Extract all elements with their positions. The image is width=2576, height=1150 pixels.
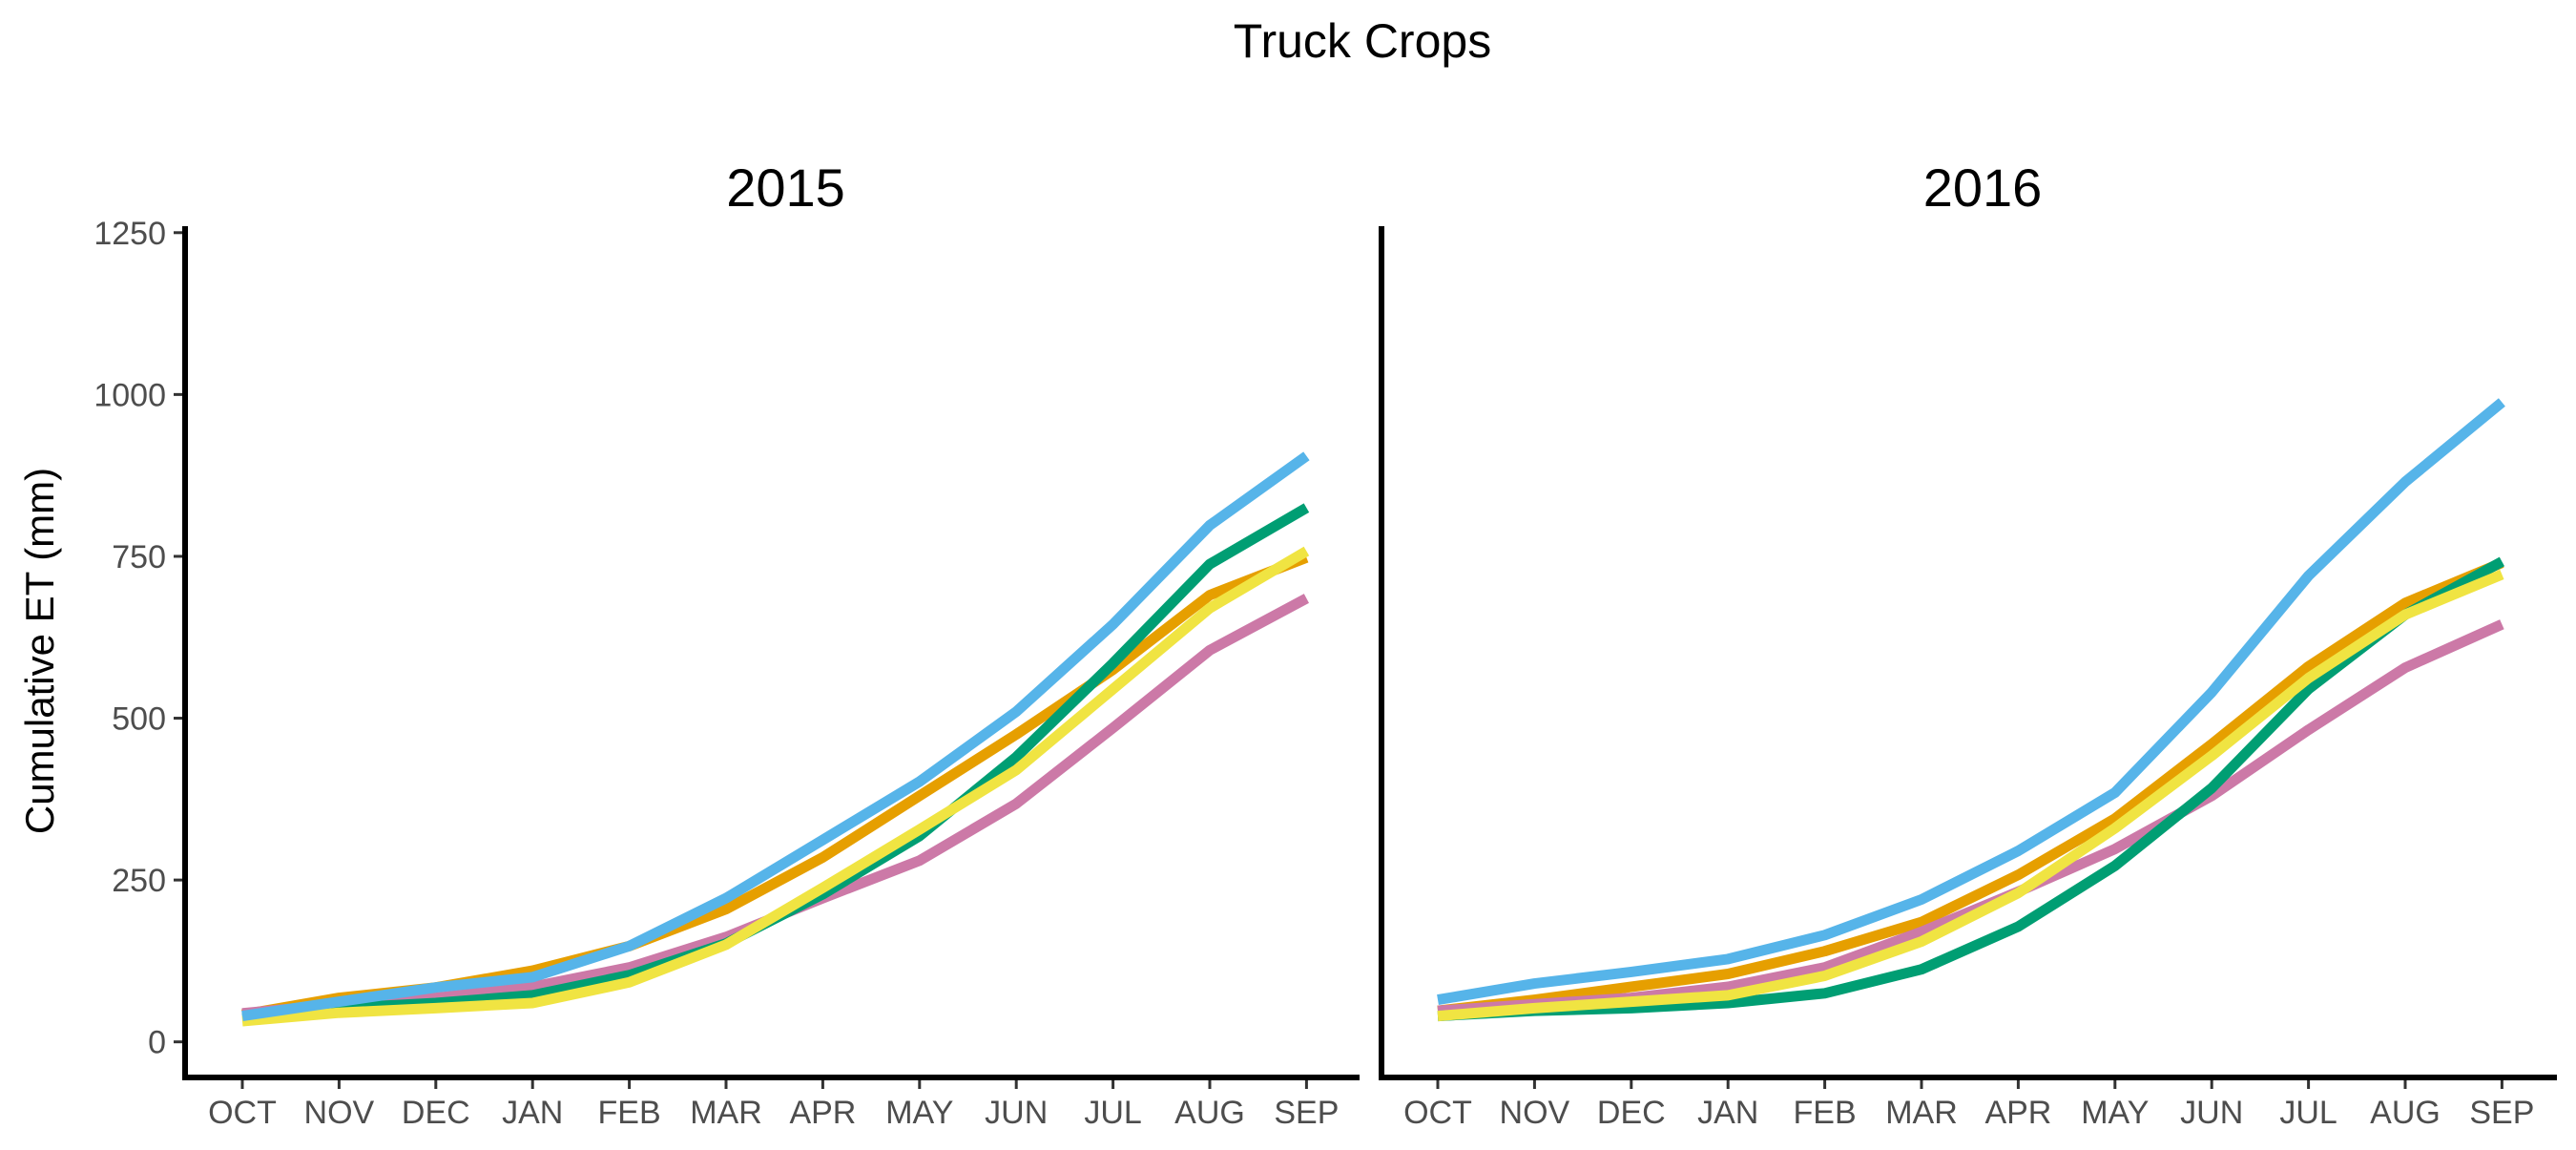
series-line-1 [1437,557,2504,1016]
x-tick-label: SEP [2469,1095,2534,1131]
series-line-4 [241,546,1310,1027]
x-tick-label: FEB [1794,1095,1857,1131]
x-tick-label: JAN [502,1095,563,1131]
x-tick-label: JUN [2180,1095,2243,1131]
x-tick-label: NOV [304,1095,375,1131]
panel-2016: 2016 OCT NOV DEC JAN FEB MAR APR MAY JUN JUL AUG SEP [1379,157,2557,1131]
x-tick-label: NOV [1500,1095,1570,1131]
x-tick-label: AUG [1174,1095,1245,1131]
y-tick-label: 250 [112,863,166,899]
x-tick-label: MAR [690,1095,762,1131]
x-tick-label: JUL [1084,1095,1141,1131]
x-tick-label: APR [1984,1095,2051,1131]
x-tick-label: MAR [1885,1095,1958,1131]
panels: 2015 0 250 500 750 1000 1250 OCT NOV DEC JAN FEB MAR… [93,157,2557,1131]
x-tick-label: FEB [598,1095,661,1131]
y-tick-label: 1250 [93,216,166,252]
x-tick-label: JUN [985,1095,1048,1131]
panel-title: 2015 [726,157,845,218]
x-tick-label: OCT [208,1095,277,1131]
panel-title: 2016 [1923,157,2043,218]
x-tick-label: JAN [1697,1095,1758,1131]
x-tick-label: DEC [402,1095,470,1131]
series-line-3 [1437,556,2505,1022]
x-tick-label: APR [789,1095,856,1131]
x-tick-label: JUL [2279,1095,2337,1131]
series-line-5 [241,451,1310,1022]
y-axis-title: Cumulative ET (mm) [17,468,62,834]
x-tick-label: SEP [1274,1095,1339,1131]
x-tick-label: OCT [1403,1095,1472,1131]
y-tick-label: 750 [112,539,166,575]
x-tick-label: MAY [2081,1095,2149,1131]
panel-2015: 2015 0 250 500 750 1000 1250 OCT NOV DEC JAN FEB MAR… [93,157,1360,1131]
x-tick-label: DEC [1597,1095,1666,1131]
y-tick-label: 1000 [93,377,166,413]
x-tick-label: MAY [885,1095,953,1131]
x-tick-label: AUG [2370,1095,2441,1131]
chart-title: Truck Crops [1234,14,1491,68]
y-tick-label: 500 [112,701,166,738]
series-line-5 [1437,398,2505,1006]
y-tick-label: 0 [148,1025,166,1061]
series-line-4 [1437,569,2504,1022]
